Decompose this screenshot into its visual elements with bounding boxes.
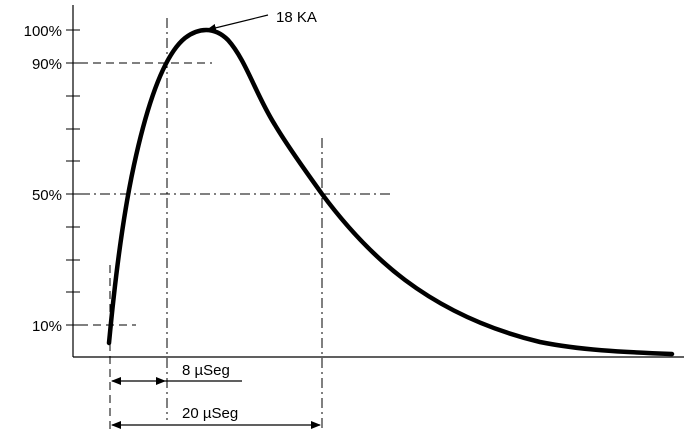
peak-label: 18 KA bbox=[276, 9, 317, 26]
impulse-current-curve bbox=[106, 27, 675, 357]
half-time-label: 20 µSeg bbox=[182, 405, 238, 422]
y-label-90: 90% bbox=[32, 56, 62, 73]
y-axis-ticks bbox=[66, 29, 80, 326]
y-label-100: 100% bbox=[24, 23, 62, 40]
peak-pointer-arrow bbox=[206, 14, 269, 32]
y-label-10: 10% bbox=[32, 318, 62, 335]
front-time-label: 8 µSeg bbox=[182, 362, 230, 379]
y-label-50: 50% bbox=[32, 187, 62, 204]
